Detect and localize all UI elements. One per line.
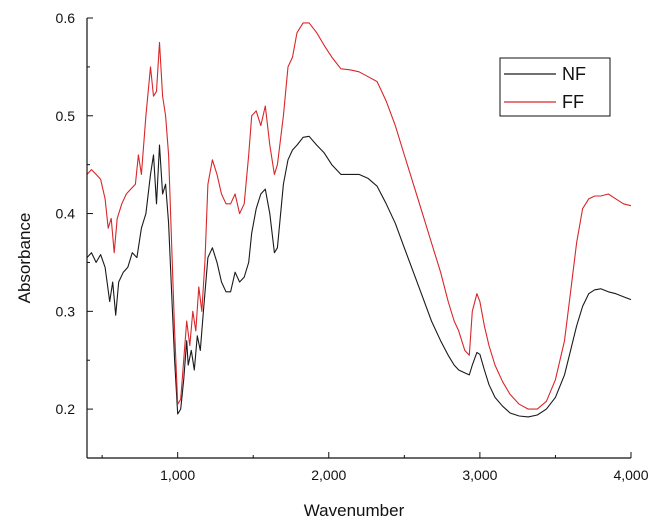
x-tick-label: 4,000 — [613, 467, 648, 483]
series-layer — [86, 22, 632, 418]
y-tick-label: 0.5 — [56, 108, 76, 124]
series-line-nf — [86, 135, 632, 418]
y-tick-label: 0.2 — [56, 401, 76, 417]
legend-box — [499, 57, 611, 117]
y-axis-title: Absorbance — [15, 213, 34, 304]
y-tick-label: 0.6 — [56, 10, 76, 26]
legend-label-ff: FF — [562, 92, 584, 112]
x-tick-label: 3,000 — [462, 467, 497, 483]
y-tick-label: 0.4 — [56, 206, 76, 222]
axes-layer: 0.2 0.3 0.4 0.5 0.6 1,000 2,000 3,000 4,000 — [56, 10, 649, 483]
legend: NF FF — [499, 57, 611, 117]
y-tick-label: 0.3 — [56, 303, 76, 319]
x-tick-label: 2,000 — [311, 467, 346, 483]
x-axis-title: Wavenumber — [304, 501, 405, 520]
x-tick-label: 1,000 — [160, 467, 195, 483]
series-line-ff — [86, 22, 632, 410]
legend-label-nf: NF — [562, 64, 586, 84]
